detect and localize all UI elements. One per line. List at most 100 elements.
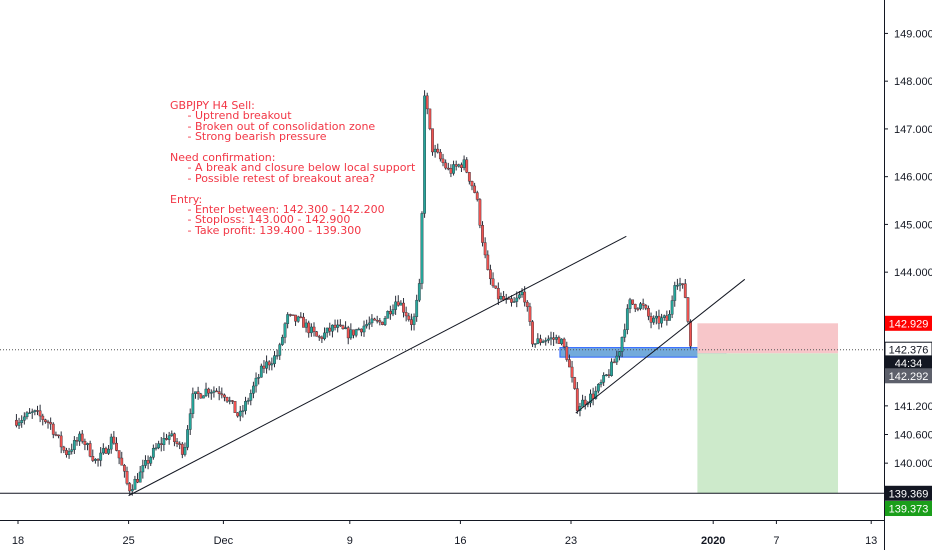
candle-body: [386, 311, 390, 319]
candle-body: [620, 337, 624, 352]
zones-layer: [559, 323, 839, 494]
annotation-line: - Possible retest of breakout area?: [170, 171, 376, 185]
candle-body: [473, 185, 477, 193]
price-tick-label: 146.000: [894, 172, 932, 184]
candle-body: [489, 269, 492, 280]
candle-body: [254, 377, 258, 387]
candle-body: [225, 397, 229, 402]
date-tick-label: 16: [454, 535, 466, 547]
candle-body: [431, 128, 434, 153]
candle-body: [433, 148, 437, 153]
price-label-box: [885, 485, 932, 501]
rising-support-1: [128, 235, 627, 497]
candle-body: [557, 337, 561, 344]
candle-body: [517, 294, 521, 299]
price-label-box: [885, 315, 932, 331]
candle-body: [43, 419, 47, 422]
candle-body: [446, 167, 450, 170]
candle-body: [520, 291, 524, 296]
candle-body: [417, 283, 421, 301]
candle-body: [191, 393, 195, 414]
candle-body: [481, 225, 484, 243]
candle-body: [88, 443, 92, 457]
candle-body: [673, 285, 677, 301]
annotation-line: - Strong bearish pressure: [170, 130, 327, 144]
candle-body: [633, 303, 637, 309]
candle-body: [641, 303, 645, 306]
candle-body: [486, 254, 490, 270]
candle-body: [336, 324, 340, 328]
price-tick-label: 149.000: [894, 28, 932, 40]
candle-body: [65, 450, 68, 455]
candle-body: [228, 400, 232, 402]
candle-body: [686, 297, 690, 322]
candle-body: [194, 391, 197, 394]
candle-body: [425, 95, 429, 110]
candle-body: [54, 434, 58, 436]
candle-body: [352, 329, 355, 336]
date-tick-label: 23: [565, 535, 577, 547]
candle-body: [91, 456, 95, 461]
candle-body: [507, 298, 511, 300]
candles-layer: [15, 90, 692, 496]
trendlines-layer: [128, 235, 746, 497]
candle-body: [302, 316, 305, 328]
price-tick-label: 148.000: [894, 76, 932, 88]
candle-body: [128, 483, 132, 492]
candle-body: [665, 315, 669, 321]
candle-body: [183, 447, 187, 455]
candle-body: [180, 443, 184, 455]
annotation-line: - Uptrend breakout: [170, 109, 292, 123]
candle-body: [154, 447, 158, 450]
candle-body: [307, 322, 311, 334]
date-tick-label: 9: [347, 535, 353, 547]
candle-body: [151, 448, 155, 458]
price-label-box: [885, 368, 932, 384]
candle-body: [549, 337, 553, 340]
candle-body: [122, 465, 126, 472]
candle-body: [109, 436, 113, 450]
candle-body: [378, 320, 382, 323]
candle-body: [136, 479, 139, 483]
candle-body: [78, 433, 82, 442]
candle-body: [70, 449, 74, 452]
annotation-line: - Enter between: 142.300 - 142.200: [170, 202, 385, 216]
candle-body: [338, 324, 342, 327]
candle-body: [478, 199, 482, 226]
candle-body: [367, 322, 371, 325]
candle-body: [544, 340, 548, 342]
candle-body: [689, 321, 692, 347]
candle-body: [502, 296, 505, 301]
candle-body: [170, 433, 174, 436]
candle-body: [615, 355, 619, 363]
candle-body: [370, 318, 374, 324]
candle-body: [675, 285, 679, 287]
candle-body: [99, 452, 103, 461]
price-label-box: [885, 355, 932, 371]
candle-body: [528, 306, 532, 322]
candle-body: [670, 300, 674, 315]
candle-body: [654, 315, 658, 319]
date-tick-label: 2020: [701, 535, 725, 547]
candle-body: [120, 457, 124, 466]
candle-body: [546, 338, 550, 341]
date-tick-label: 18: [12, 535, 24, 547]
candle-body: [112, 436, 116, 444]
candle-body: [494, 285, 498, 289]
candle-body: [186, 429, 189, 448]
candle-body: [59, 435, 63, 448]
candle-body: [591, 393, 595, 399]
candle-body: [441, 158, 445, 164]
candle-body: [149, 457, 153, 464]
candle-body: [173, 433, 176, 442]
candle-body: [331, 324, 334, 332]
trade-annotation[interactable]: GBPJPY H4 Sell: - Uptrend breakout - Bro…: [170, 100, 415, 236]
candle-body: [57, 434, 60, 437]
candle-body: [165, 438, 168, 440]
candle-body: [159, 443, 163, 445]
candle-body: [275, 355, 279, 357]
candle-body: [623, 329, 627, 338]
candle-body: [296, 316, 300, 322]
candle-body: [362, 325, 366, 333]
